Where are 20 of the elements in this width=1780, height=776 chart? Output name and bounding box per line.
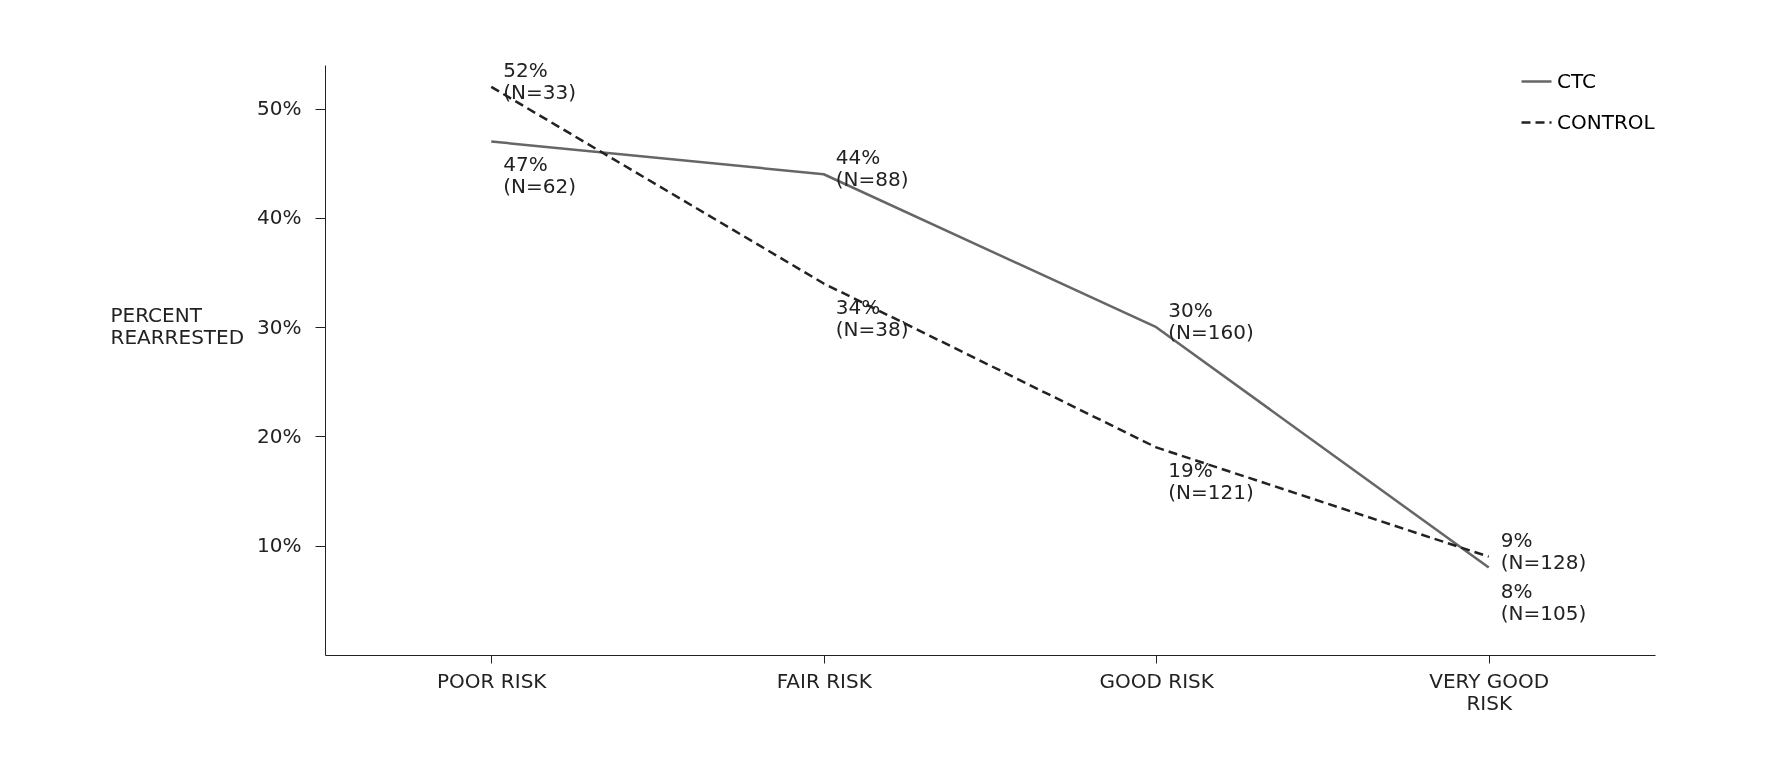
x-tick-label: VERY GOOD RISK [1429, 668, 1550, 715]
legend-label: CTC [1557, 68, 1596, 93]
data-label: 9% (N=128) [1500, 527, 1587, 574]
data-label: 52% (N=33) [503, 57, 577, 104]
data-label: 34% (N=38) [835, 294, 909, 341]
y-tick-label: 20% [257, 423, 302, 448]
data-label: 44% (N=88) [835, 145, 909, 192]
data-label: 8% (N=105) [1500, 578, 1587, 625]
y-tick-label: 40% [257, 205, 302, 230]
x-tick-label: GOOD RISK [1099, 668, 1215, 693]
data-label: 47% (N=62) [503, 152, 577, 199]
y-tick-label: 50% [257, 96, 302, 121]
y-tick-label: 30% [257, 314, 302, 339]
data-label: 30% (N=160) [1168, 298, 1254, 345]
x-tick-label: POOR RISK [437, 668, 548, 693]
y-tick-label: 10% [257, 533, 302, 558]
data-label: 19% (N=121) [1168, 458, 1254, 505]
x-tick-label: FAIR RISK [776, 668, 873, 693]
y-axis-title: PERCENT REARRESTED [110, 302, 245, 349]
legend-label: CONTROL [1557, 109, 1656, 134]
